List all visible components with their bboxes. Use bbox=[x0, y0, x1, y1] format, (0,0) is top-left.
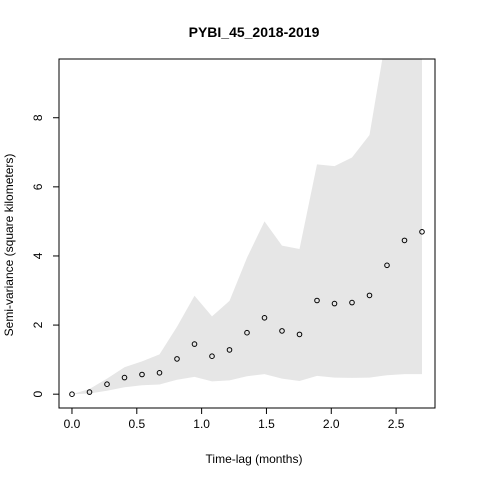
x-tick-label: 1.0 bbox=[193, 417, 210, 431]
data-point bbox=[401, 237, 408, 244]
data-point bbox=[139, 371, 145, 378]
data-point bbox=[331, 300, 338, 307]
chart-title: PYBI_45_2018-2019 bbox=[189, 24, 320, 40]
data-point bbox=[261, 315, 268, 321]
y-tick-label: 0 bbox=[31, 391, 45, 398]
x-axis: 0.0 0.5 1.0 1.5 2.0 2.5 bbox=[64, 407, 405, 431]
x-tick-label: 1.5 bbox=[258, 417, 275, 431]
confidence-band bbox=[72, 59, 422, 395]
data-point bbox=[349, 299, 355, 306]
data-point bbox=[121, 374, 128, 381]
data-point bbox=[86, 389, 93, 395]
y-axis-label: Semi-variance (square kilometers) bbox=[2, 154, 16, 337]
data-point bbox=[384, 262, 390, 269]
x-axis-label: Time-lag (months) bbox=[206, 452, 303, 466]
y-tick-label: 6 bbox=[31, 183, 45, 190]
y-axis: 0 2 4 6 8 bbox=[31, 114, 60, 398]
confidence-band-layer bbox=[72, 59, 422, 395]
y-tick-label: 8 bbox=[31, 114, 45, 121]
data-point bbox=[209, 353, 215, 360]
x-tick-label: 2.5 bbox=[388, 417, 405, 431]
y-tick-label: 4 bbox=[31, 252, 45, 259]
data-point bbox=[244, 329, 250, 336]
points-layer bbox=[69, 229, 425, 398]
data-point bbox=[191, 341, 198, 347]
data-point bbox=[296, 331, 303, 338]
data-point bbox=[279, 328, 285, 334]
data-point bbox=[104, 381, 110, 388]
data-point bbox=[419, 229, 425, 235]
y-tick-label: 2 bbox=[31, 321, 45, 328]
x-tick-label: 0.5 bbox=[128, 417, 145, 431]
x-tick-label: 2.0 bbox=[323, 417, 340, 431]
data-point bbox=[174, 356, 180, 362]
data-point bbox=[314, 297, 320, 304]
data-point bbox=[156, 370, 163, 376]
data-point bbox=[226, 347, 233, 353]
data-point bbox=[366, 292, 373, 299]
x-tick-label: 0.0 bbox=[64, 417, 81, 431]
data-point bbox=[69, 391, 75, 398]
